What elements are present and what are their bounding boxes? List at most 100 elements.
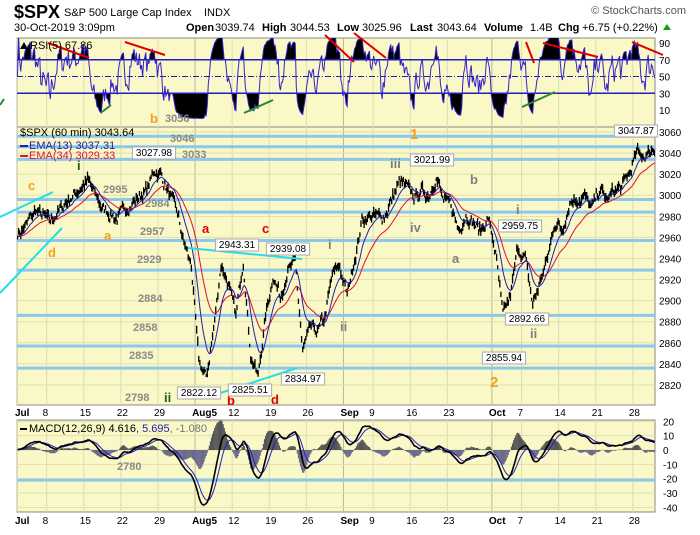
copyright[interactable]: © StockCharts.com xyxy=(591,5,686,17)
open-value: 3039.74 xyxy=(215,22,255,34)
rsi-divergence-line xyxy=(542,42,599,58)
price-callout-box xyxy=(227,383,273,397)
x-axis-label: 29 xyxy=(154,516,166,527)
price-callout: 2855.94 xyxy=(486,353,523,364)
price-axis-label: 2980 xyxy=(659,212,682,223)
x-axis-label: 28 xyxy=(629,408,641,419)
rsi-layer xyxy=(17,38,655,119)
low-value: 3025.96 xyxy=(362,22,402,34)
rsi-axis-label: 50 xyxy=(659,73,671,84)
x-axis-label: 8 xyxy=(43,408,49,419)
price-axis-label: 2900 xyxy=(659,297,682,308)
price-legend-text: $SPX (60 min) 3043.64 xyxy=(20,127,134,139)
wave-label: c xyxy=(262,221,269,236)
rsi-divergence-line xyxy=(631,41,664,56)
price-callout-box xyxy=(497,219,543,233)
level-label: 2984 xyxy=(145,198,170,210)
wave-label: ii xyxy=(340,319,347,334)
rsi-axis-label: 30 xyxy=(659,89,671,100)
macd-axis-label: -30 xyxy=(663,489,678,500)
x-axis-label: 26 xyxy=(302,408,314,419)
last-label: Last xyxy=(410,22,433,34)
price-callout: 2825.51 xyxy=(232,385,269,396)
price-callout: 3047.87 xyxy=(618,126,655,137)
macd-axis-label: -20 xyxy=(663,475,678,486)
high-label: High xyxy=(262,22,287,34)
x-axis-label: 16 xyxy=(406,516,418,527)
macd-layer xyxy=(17,420,655,506)
ema34-legend: EMA(34) 3029.33 xyxy=(29,150,115,162)
price-axis-label: 3020 xyxy=(659,170,682,181)
chart-header: $SPX S&P 500 Large Cap Index INDX © Stoc… xyxy=(14,2,686,34)
x-axis-label: 12 xyxy=(228,516,240,527)
macd-axis-label: -40 xyxy=(663,503,678,514)
x-axis-label: 19 xyxy=(265,408,277,419)
price-callout: 2959.75 xyxy=(502,221,539,232)
price-axis-label: 3060 xyxy=(659,128,682,139)
level-label: 3056 xyxy=(165,113,189,125)
rsi-support-line xyxy=(243,99,274,114)
x-axis-label: 21 xyxy=(592,516,604,527)
wave-label: i xyxy=(516,202,520,217)
x-axis-label: Jul xyxy=(15,408,30,419)
price-legend: $SPX (60 min) 3043.64 EMA(13) 3037.31 EM… xyxy=(20,127,134,162)
level-label: 2798 xyxy=(125,392,149,404)
macd-legend-hist: , -1.080 xyxy=(170,423,207,435)
exchange: INDX xyxy=(204,7,231,19)
price-callout: 2834.97 xyxy=(285,374,322,385)
volume-label: Volume xyxy=(484,22,523,34)
price-callout: 2822.12 xyxy=(181,388,218,399)
price-axis-label: 2920 xyxy=(659,276,682,287)
x-axis-label: Aug5 xyxy=(192,408,217,419)
x-axis-label: 9 xyxy=(369,408,375,419)
ema13-swatch xyxy=(20,145,28,147)
trendline xyxy=(0,191,54,218)
x-axis-label: 14 xyxy=(555,516,567,527)
x-axis-label: Sep xyxy=(340,516,358,527)
x-axis-label: Oct xyxy=(489,516,506,527)
level-label: 2835 xyxy=(129,350,153,362)
price-callout-box xyxy=(131,146,177,160)
macd-swatch xyxy=(20,428,27,430)
rsi-divergence-line xyxy=(353,32,387,59)
price-axis-label: 2820 xyxy=(659,381,682,392)
x-axis-label: 23 xyxy=(443,408,455,419)
datetime: 30-Oct-2019 3:09pm xyxy=(14,22,115,34)
x-axis-label: 22 xyxy=(117,516,129,527)
axes: 9070503010306030403020300029802960294029… xyxy=(15,39,682,527)
rsi-divergence-line xyxy=(124,41,166,56)
price-axis-label: 3000 xyxy=(659,191,682,202)
wave-label: a xyxy=(104,228,112,243)
wave-label: iv xyxy=(410,220,422,235)
wave-label: b xyxy=(227,393,235,408)
x-axis-label: Oct xyxy=(489,408,506,419)
level-label: 3033 xyxy=(182,149,206,161)
macd-signal-line xyxy=(17,427,655,501)
x-axis-label: 23 xyxy=(443,516,455,527)
annotations: 3056304630332995298429572929288428582835… xyxy=(0,32,664,473)
x-axis-label: 26 xyxy=(302,516,314,527)
rsi-axis-label: 70 xyxy=(659,56,671,67)
ema34-line xyxy=(17,162,655,332)
ema13-line xyxy=(17,153,655,355)
level-lines xyxy=(17,134,655,370)
last-value: 3043.64 xyxy=(437,22,477,34)
price-callout-box xyxy=(613,124,659,138)
x-axis-label: 19 xyxy=(265,516,277,527)
price-axis-label: 2840 xyxy=(659,360,682,371)
price-axis-label: 2940 xyxy=(659,254,682,265)
x-axis-label: 15 xyxy=(80,408,92,419)
wave-label: d xyxy=(48,245,56,260)
wave-label: b xyxy=(150,111,158,126)
rsi-axis-label: 90 xyxy=(659,39,671,50)
index-name: S&P 500 Large Cap Index xyxy=(64,7,192,19)
x-axis-label: Aug5 xyxy=(192,516,217,527)
level-label: 2780 xyxy=(117,461,141,473)
macd-axis-label: -10 xyxy=(663,460,678,471)
price-callout: 2943.31 xyxy=(219,240,256,251)
volume-value: 1.4B xyxy=(530,22,553,34)
x-axis-label: 7 xyxy=(518,516,524,527)
price-callout: 2892.66 xyxy=(509,314,546,325)
macd-axis-label: 10 xyxy=(663,432,675,443)
